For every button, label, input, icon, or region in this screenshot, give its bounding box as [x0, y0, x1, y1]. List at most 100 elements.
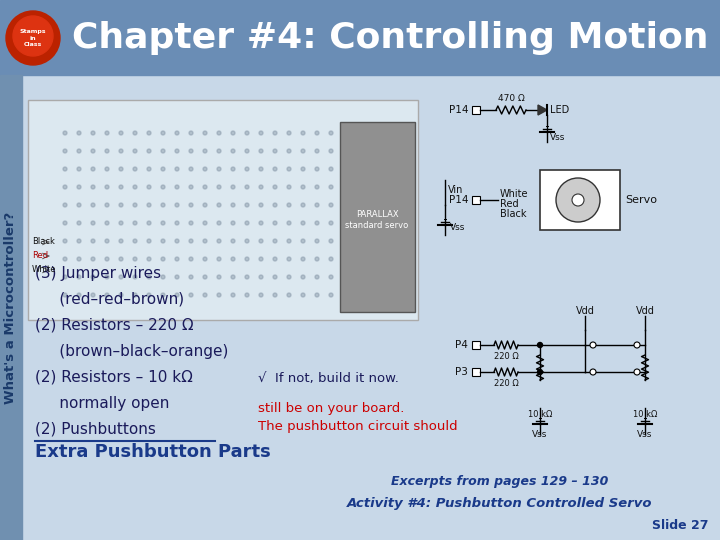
- Circle shape: [161, 131, 165, 135]
- Circle shape: [301, 239, 305, 243]
- Circle shape: [63, 149, 67, 153]
- Circle shape: [301, 185, 305, 189]
- Bar: [472, 368, 480, 376]
- Circle shape: [259, 203, 263, 207]
- Text: Vdd: Vdd: [636, 306, 654, 316]
- Circle shape: [133, 275, 137, 279]
- Circle shape: [301, 275, 305, 279]
- Circle shape: [91, 275, 95, 279]
- Circle shape: [231, 293, 235, 297]
- Circle shape: [161, 149, 165, 153]
- Circle shape: [175, 131, 179, 135]
- Circle shape: [203, 185, 207, 189]
- Circle shape: [217, 185, 221, 189]
- Circle shape: [259, 185, 263, 189]
- Bar: [472, 196, 480, 204]
- Circle shape: [13, 16, 53, 56]
- Circle shape: [217, 275, 221, 279]
- Circle shape: [77, 293, 81, 297]
- Circle shape: [119, 221, 123, 225]
- Circle shape: [329, 221, 333, 225]
- Circle shape: [315, 293, 319, 297]
- Circle shape: [203, 275, 207, 279]
- Bar: [28, 100, 418, 320]
- Text: P14: P14: [449, 195, 468, 205]
- Circle shape: [203, 221, 207, 225]
- Circle shape: [287, 149, 291, 153]
- Bar: [22, 75, 720, 540]
- Text: 470 Ω: 470 Ω: [498, 94, 524, 103]
- Circle shape: [329, 131, 333, 135]
- Circle shape: [189, 149, 193, 153]
- Text: Black: Black: [500, 209, 526, 219]
- Text: P14: P14: [449, 105, 468, 115]
- Bar: [340, 122, 415, 312]
- Circle shape: [287, 131, 291, 135]
- Circle shape: [301, 149, 305, 153]
- Circle shape: [147, 167, 151, 171]
- Circle shape: [273, 131, 277, 135]
- Circle shape: [273, 275, 277, 279]
- Circle shape: [63, 257, 67, 261]
- Circle shape: [161, 239, 165, 243]
- Circle shape: [259, 275, 263, 279]
- Circle shape: [301, 257, 305, 261]
- Text: LED: LED: [550, 105, 570, 115]
- Circle shape: [259, 221, 263, 225]
- Circle shape: [175, 275, 179, 279]
- Text: White: White: [32, 266, 56, 274]
- Text: P3: P3: [455, 367, 468, 377]
- Circle shape: [147, 257, 151, 261]
- Circle shape: [133, 239, 137, 243]
- Circle shape: [91, 239, 95, 243]
- Text: Slide 27: Slide 27: [652, 519, 708, 532]
- Circle shape: [105, 257, 109, 261]
- Circle shape: [161, 203, 165, 207]
- Circle shape: [273, 167, 277, 171]
- Circle shape: [301, 167, 305, 171]
- Circle shape: [245, 221, 249, 225]
- Circle shape: [217, 149, 221, 153]
- Circle shape: [329, 167, 333, 171]
- Circle shape: [245, 203, 249, 207]
- Circle shape: [245, 131, 249, 135]
- Circle shape: [301, 221, 305, 225]
- Circle shape: [538, 342, 542, 348]
- Text: normally open: normally open: [35, 396, 169, 411]
- Circle shape: [189, 131, 193, 135]
- Bar: [472, 341, 480, 349]
- Circle shape: [217, 203, 221, 207]
- Circle shape: [147, 203, 151, 207]
- Bar: [0, 75, 22, 540]
- Circle shape: [147, 275, 151, 279]
- Circle shape: [189, 185, 193, 189]
- Circle shape: [77, 131, 81, 135]
- Circle shape: [91, 185, 95, 189]
- Circle shape: [538, 369, 542, 375]
- Circle shape: [231, 203, 235, 207]
- Circle shape: [133, 293, 137, 297]
- Text: (red–red–brown): (red–red–brown): [35, 292, 184, 307]
- Circle shape: [175, 293, 179, 297]
- Circle shape: [287, 293, 291, 297]
- Text: Stamps
in
Class: Stamps in Class: [19, 29, 46, 46]
- Circle shape: [231, 149, 235, 153]
- Circle shape: [329, 293, 333, 297]
- Circle shape: [161, 185, 165, 189]
- Circle shape: [259, 131, 263, 135]
- Bar: [472, 106, 480, 114]
- Circle shape: [315, 131, 319, 135]
- Circle shape: [133, 257, 137, 261]
- Circle shape: [147, 131, 151, 135]
- Circle shape: [63, 275, 67, 279]
- Circle shape: [161, 257, 165, 261]
- Text: (brown–black–orange): (brown–black–orange): [35, 344, 228, 359]
- Circle shape: [245, 293, 249, 297]
- Circle shape: [287, 203, 291, 207]
- Circle shape: [119, 239, 123, 243]
- Circle shape: [231, 221, 235, 225]
- Circle shape: [245, 275, 249, 279]
- Circle shape: [119, 257, 123, 261]
- Circle shape: [231, 185, 235, 189]
- Circle shape: [175, 149, 179, 153]
